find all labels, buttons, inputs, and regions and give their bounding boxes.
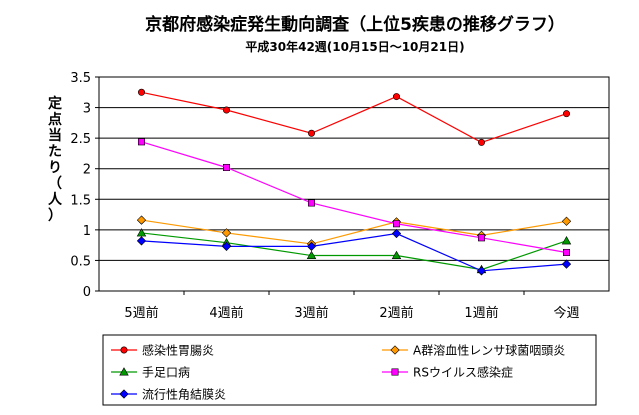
gridlines: [99, 107, 609, 261]
series-line: [141, 219, 567, 245]
series-3: [136, 228, 572, 274]
series-5: [136, 228, 572, 276]
legend-label: RSウイルス感染症: [413, 365, 513, 380]
legend-box: [102, 334, 597, 406]
data-point: [223, 163, 231, 171]
data-point: [392, 220, 400, 228]
y-axis-ticks: 0 0.5 1 1.5 2 2.5 3 3.5: [70, 71, 99, 300]
data-point: [307, 199, 315, 207]
data-point: [391, 250, 402, 260]
legend-item: 流行性角結膜炎: [111, 388, 226, 402]
x-axis-ticks: 5週前 4週前 3週前 2週前 1週前 今週: [124, 291, 580, 321]
y-axis-label-group: 定点当たり（人）: [48, 95, 63, 224]
legend-item: 手足口病: [111, 365, 190, 380]
data-point: [138, 138, 146, 146]
data-point: [136, 228, 147, 237]
series-line: [141, 91, 567, 144]
data-point: [306, 250, 317, 260]
chart-title: 京都府感染症発生動向調査（上位5疾患の推移グラフ）: [145, 14, 565, 35]
data-point: [561, 236, 572, 245]
series-group: [136, 88, 572, 276]
legend-marker: [119, 389, 129, 399]
legend-item: RSウイルス感染症: [382, 365, 513, 380]
x-tick-label: 3週前: [294, 305, 328, 321]
data-point: [221, 228, 232, 238]
legend-marker: [391, 368, 399, 376]
y-tick-label: 1: [83, 224, 91, 239]
data-point: [221, 241, 232, 251]
series-line: [141, 141, 567, 254]
chart-subtitle: 平成30年42週(10月15日～10月21日): [245, 39, 464, 54]
legend-label: A群溶血性レンサ球菌咽頭炎: [413, 343, 565, 358]
data-point: [562, 110, 570, 118]
x-tick-label: 2週前: [379, 305, 413, 321]
series-line: [141, 232, 567, 272]
series-2: [136, 215, 572, 249]
data-point: [561, 216, 572, 226]
y-tick-label: 0.5: [70, 254, 91, 269]
data-point: [477, 138, 485, 146]
data-point: [136, 215, 147, 225]
legend-label: 流行性角結膜炎: [142, 388, 226, 402]
data-point: [307, 129, 315, 137]
legend-item: A群溶血性レンサ球菌咽頭炎: [382, 343, 565, 358]
y-tick-label: 2.5: [70, 132, 91, 147]
data-point: [306, 241, 317, 251]
y-axis-label: 定点当たり（人）: [48, 95, 63, 224]
legend-label: 手足口病: [142, 365, 190, 380]
data-point: [138, 88, 146, 96]
series-4: [138, 138, 570, 256]
data-point: [477, 234, 485, 242]
y-tick-label: 1.5: [70, 193, 91, 208]
legend-marker: [120, 346, 128, 354]
y-tick-label: 3.5: [70, 71, 91, 86]
y-tick-label: 2: [83, 163, 91, 178]
data-point: [476, 266, 487, 276]
legend-item: 感染性胃腸炎: [111, 343, 214, 358]
data-point: [223, 106, 231, 114]
x-tick-label: 4週前: [209, 305, 243, 321]
y-tick-label: 3: [83, 102, 91, 117]
y-tick-label: 0: [83, 285, 91, 300]
plot-area: [98, 76, 610, 292]
legend-marker: [119, 367, 129, 376]
legend-marker: [390, 345, 400, 355]
series-line: [141, 232, 567, 271]
data-point: [562, 248, 570, 256]
data-point: [561, 259, 572, 269]
data-point: [136, 236, 147, 246]
data-point: [392, 93, 400, 101]
data-point: [391, 228, 402, 239]
x-tick-label: 1週前: [464, 305, 498, 321]
x-tick-label: 今週: [553, 305, 579, 321]
legend-label: 感染性胃腸炎: [142, 343, 214, 358]
x-tick-label: 5週前: [124, 305, 158, 321]
series-1: [138, 88, 570, 146]
